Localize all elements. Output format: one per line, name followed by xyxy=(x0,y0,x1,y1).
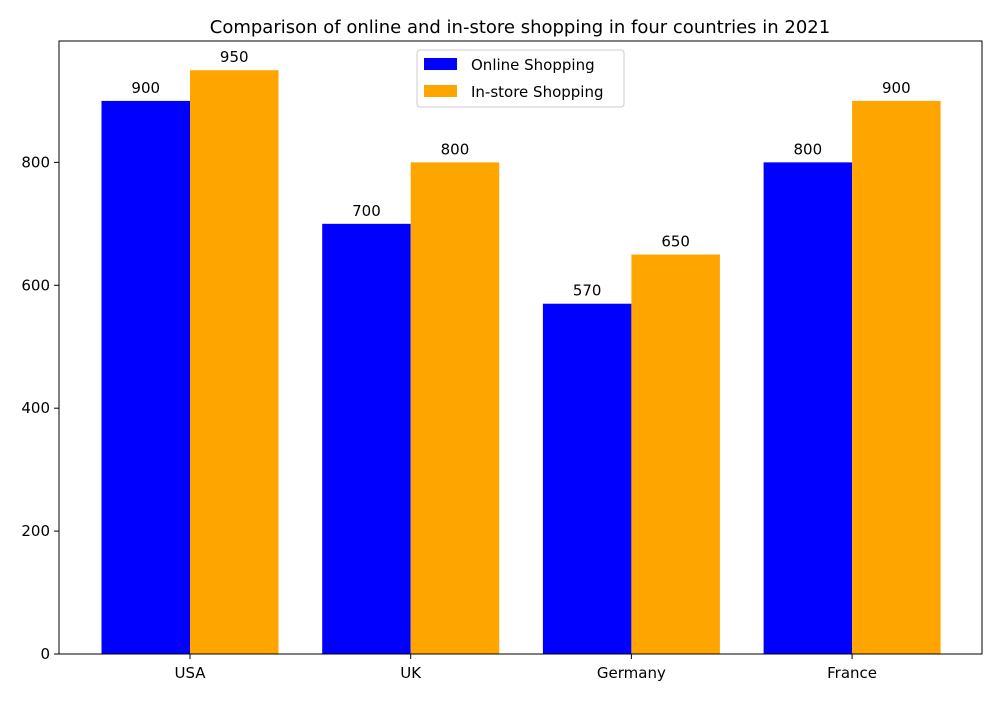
legend-box xyxy=(416,49,625,108)
data-label: 650 xyxy=(661,233,690,251)
data-label: 700 xyxy=(352,202,381,220)
bar-instore-usa xyxy=(190,70,279,654)
data-label: 800 xyxy=(441,140,470,158)
y-tick-label: 200 xyxy=(21,522,50,540)
bar-instore-germany xyxy=(631,254,720,654)
legend-label: In-store Shopping xyxy=(471,83,604,101)
y-tick-label: 0 xyxy=(40,645,50,663)
bar-instore-france xyxy=(852,100,941,654)
bar-instore-uk xyxy=(410,162,500,655)
y-tick-label: 400 xyxy=(21,399,50,417)
data-label: 800 xyxy=(794,140,823,158)
x-tick-label: UK xyxy=(400,664,422,682)
y-tick-label: 800 xyxy=(21,153,50,171)
bar-online-germany xyxy=(542,303,632,654)
legend-label: Online Shopping xyxy=(471,56,595,74)
y-tick-label: 600 xyxy=(21,276,50,294)
bar-online-usa xyxy=(101,100,190,654)
x-tick-label: France xyxy=(827,664,877,682)
plot-frame xyxy=(58,40,983,655)
data-label: 900 xyxy=(882,79,911,97)
legend: Online Shopping In-store Shopping xyxy=(416,49,625,108)
data-label: 900 xyxy=(131,79,160,97)
axes-layer: 0 200 400 600 800 USA UK Germany France xyxy=(21,40,983,682)
legend-swatch xyxy=(424,85,457,97)
bar-online-uk xyxy=(322,223,411,654)
data-labels-layer: 900 700 570 800 950 800 650 900 xyxy=(131,48,910,300)
chart-title: Comparison of online and in-store shoppi… xyxy=(210,17,830,38)
x-tick-label: USA xyxy=(174,664,206,682)
bars-layer xyxy=(101,70,941,655)
data-label: 950 xyxy=(220,48,249,66)
bar-online-france xyxy=(763,162,853,655)
data-label: 570 xyxy=(573,282,602,300)
x-tick-label: Germany xyxy=(597,664,666,682)
legend-swatch xyxy=(424,58,457,70)
